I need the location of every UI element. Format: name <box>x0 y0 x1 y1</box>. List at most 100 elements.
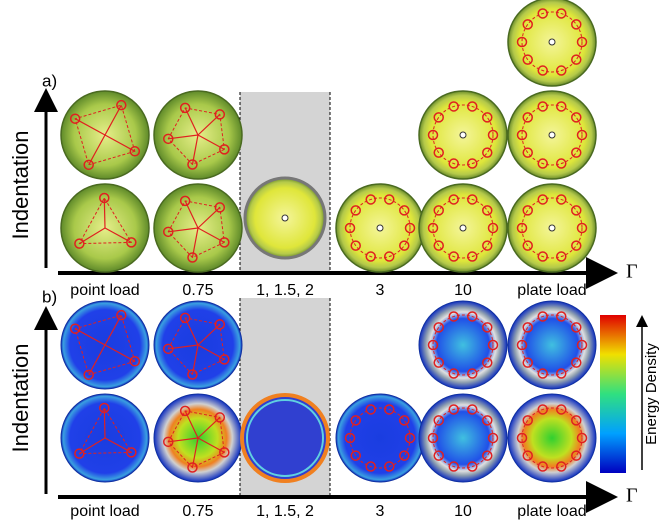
fold-line <box>74 118 106 136</box>
marker <box>467 368 478 379</box>
marker <box>433 147 444 158</box>
marker <box>467 404 478 415</box>
center-hole <box>548 38 556 46</box>
marker <box>214 319 226 330</box>
dashed-ring <box>349 197 411 259</box>
column-label: plate load <box>517 282 586 299</box>
marker <box>522 240 533 251</box>
marker <box>399 450 410 461</box>
marker <box>214 412 226 423</box>
marker <box>522 54 533 65</box>
marker <box>427 222 439 234</box>
fold-polygon <box>167 200 225 259</box>
marker <box>556 8 567 19</box>
fold-polygon <box>167 410 225 469</box>
column-label: 1, 1.5, 2 <box>256 282 314 299</box>
column-label: 3 <box>376 503 385 520</box>
marker <box>448 194 459 205</box>
marker <box>482 240 493 251</box>
fold-line <box>88 344 106 376</box>
marker <box>467 461 478 472</box>
marker <box>537 368 548 379</box>
marker <box>399 205 410 216</box>
marker <box>384 461 395 472</box>
marker <box>116 309 127 321</box>
marker <box>384 404 395 415</box>
marker <box>384 194 395 205</box>
marker <box>571 450 582 461</box>
fold-polygon <box>78 407 133 455</box>
fold-polygon <box>167 107 225 166</box>
marker <box>522 450 533 461</box>
marker <box>516 222 528 234</box>
marker <box>448 158 459 169</box>
marker <box>467 194 478 205</box>
marker <box>522 415 533 426</box>
marker <box>69 323 81 334</box>
colorbar-label: Energy Density <box>643 343 660 445</box>
marker <box>427 339 439 351</box>
marker <box>74 448 85 459</box>
marker <box>482 450 493 461</box>
marker <box>162 226 174 238</box>
marker <box>487 129 499 141</box>
marker <box>571 54 582 65</box>
marker <box>556 461 567 472</box>
simulation <box>507 393 597 483</box>
marker <box>187 252 198 263</box>
dashed-ring <box>521 197 583 259</box>
marker <box>399 240 410 251</box>
column-label: 0.75 <box>182 503 213 520</box>
column-label: plate load <box>517 503 586 520</box>
fold-line <box>104 134 136 152</box>
marker <box>179 102 191 114</box>
marker <box>571 240 582 251</box>
marker <box>404 222 416 234</box>
simulation <box>507 300 597 390</box>
panel-label: a) <box>42 71 57 90</box>
marker <box>433 322 444 333</box>
marker <box>537 158 548 169</box>
marker <box>487 222 499 234</box>
marker <box>556 251 567 262</box>
marker <box>126 447 137 458</box>
marker <box>433 112 444 123</box>
marker <box>214 109 226 120</box>
fold-line <box>104 104 122 136</box>
marker <box>179 195 191 207</box>
center-hole <box>548 224 556 232</box>
marker <box>571 147 582 158</box>
marker <box>219 144 230 155</box>
marker <box>556 368 567 379</box>
x-axis-label: Γ <box>626 261 638 283</box>
marker <box>576 129 588 141</box>
marker <box>467 251 478 262</box>
marker <box>162 436 174 448</box>
marker <box>487 432 499 444</box>
marker <box>74 238 85 249</box>
marker <box>219 237 230 248</box>
dashed-ring <box>432 314 494 376</box>
marker <box>522 357 533 368</box>
marker <box>350 240 361 251</box>
column-label: 1, 1.5, 2 <box>256 503 314 520</box>
marker <box>365 461 376 472</box>
marker <box>116 99 127 111</box>
marker <box>571 19 582 30</box>
marker <box>365 404 376 415</box>
marker <box>404 432 416 444</box>
dashed-ring <box>521 314 583 376</box>
simulation <box>418 300 508 390</box>
dashed-ring <box>432 407 494 469</box>
panel-label: b) <box>42 287 57 306</box>
marker <box>522 19 533 30</box>
marker <box>516 129 528 141</box>
marker <box>556 65 567 76</box>
marker <box>126 237 137 248</box>
marker <box>448 311 459 322</box>
dashed-ring <box>432 104 494 166</box>
center-hole <box>376 224 384 232</box>
marker <box>482 205 493 216</box>
marker <box>537 404 548 415</box>
